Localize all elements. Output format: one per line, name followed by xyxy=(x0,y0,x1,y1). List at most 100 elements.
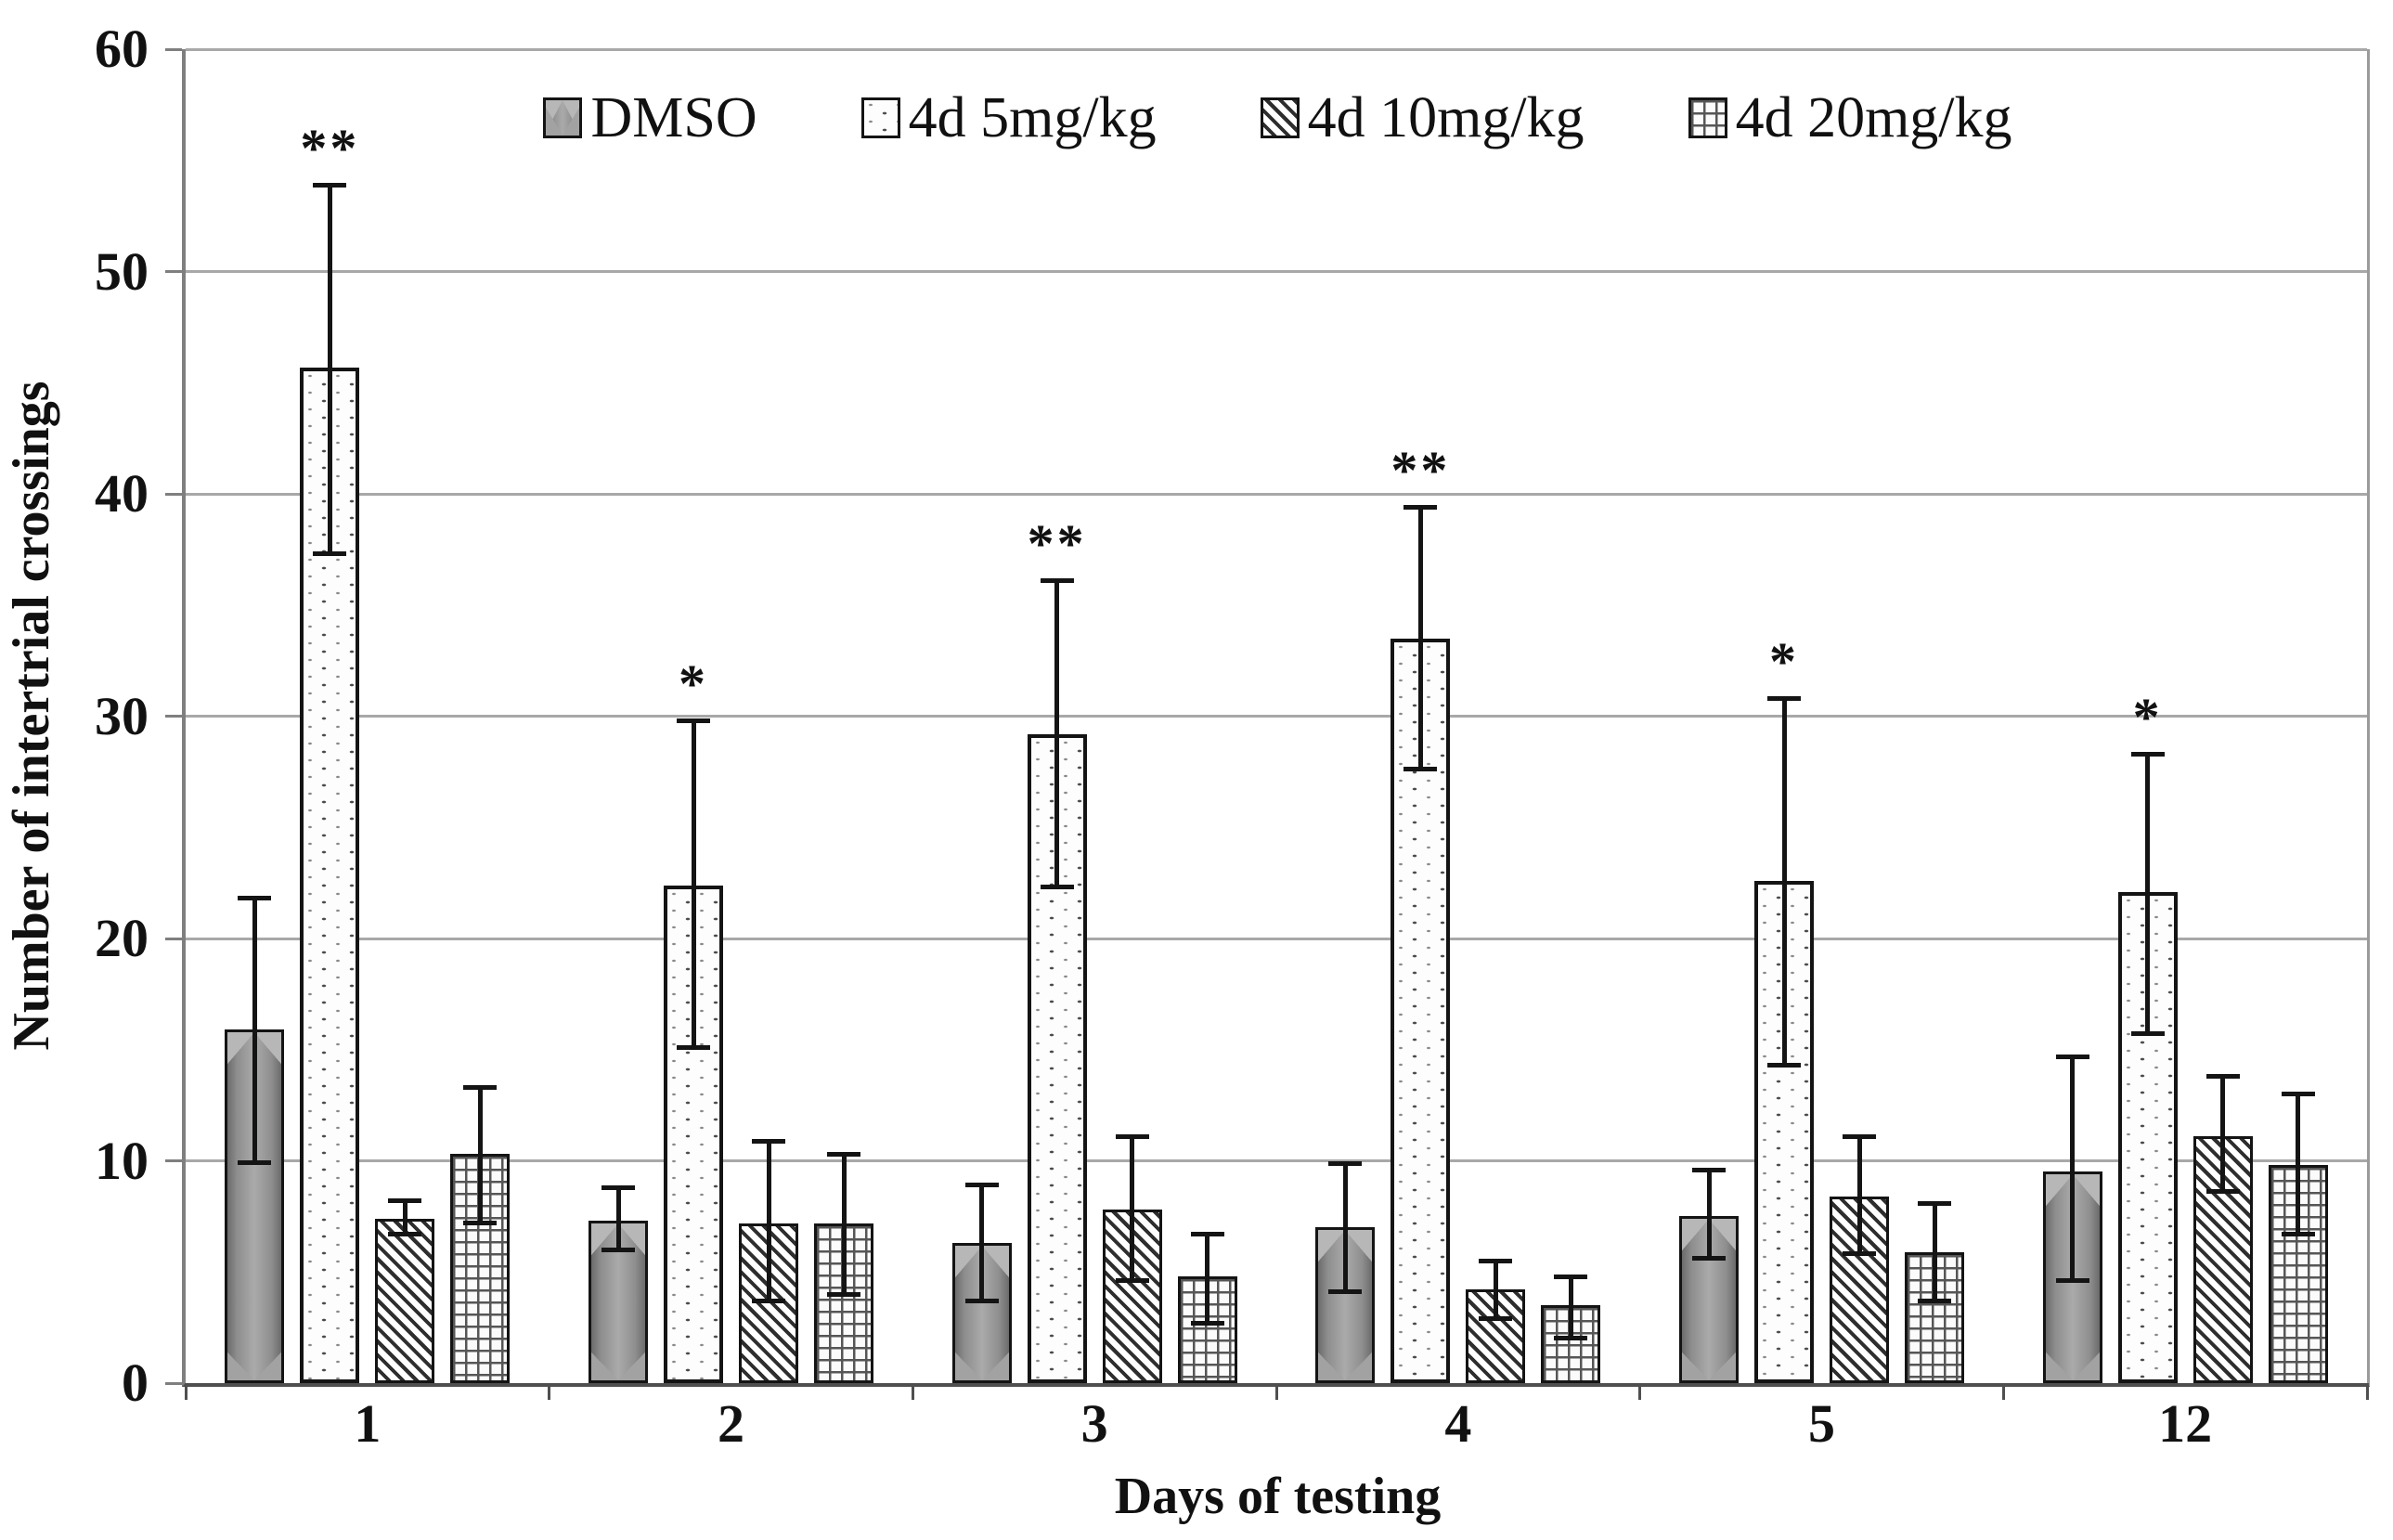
error-bar-DMSO-day4 xyxy=(1328,1160,1363,1295)
x-tick-boundary-2 xyxy=(911,1383,914,1400)
error-bar-stem xyxy=(1493,1258,1498,1321)
gridline-30 xyxy=(186,715,2367,718)
error-bar-cap-top xyxy=(1918,1200,1951,1206)
gridline-10 xyxy=(186,1159,2367,1162)
error-bar-cap-top xyxy=(752,1138,785,1144)
error-bar-DMSO-day1 xyxy=(238,896,272,1166)
error-bar-cap-bottom xyxy=(964,1298,999,1303)
error-bar-stem xyxy=(327,182,332,557)
error-bar-stem xyxy=(766,1138,771,1303)
error-bar-cap-bottom xyxy=(752,1298,785,1303)
bar-4d-10mg-kg-day3 xyxy=(1102,1210,1162,1383)
error-bar-stem xyxy=(1856,1133,1862,1257)
gridline-60 xyxy=(186,47,2367,51)
error-bar-4d-5mg-kg-day12 xyxy=(2130,751,2165,1037)
error-bar-cap-top xyxy=(1554,1274,1588,1279)
y-tick-label-30: 30 xyxy=(95,685,149,746)
error-bar-stem xyxy=(477,1085,483,1225)
x-category-label-12: 12 xyxy=(2158,1393,2213,1454)
error-bar-cap-top xyxy=(2281,1092,2315,1097)
error-bar-stem xyxy=(841,1151,847,1297)
error-bar-cap-top xyxy=(463,1085,498,1091)
error-bar-4d-10mg-kg-day2 xyxy=(752,1138,785,1303)
error-bar-4d-10mg-kg-day1 xyxy=(388,1198,422,1236)
x-axis-title: Days of testing xyxy=(1114,1468,1442,1525)
error-bar-stem xyxy=(1568,1274,1573,1341)
y-tick-50 xyxy=(165,270,182,273)
legend-label: 4d 20mg/kg xyxy=(1735,86,2012,149)
legend-label: 4d 5mg/kg xyxy=(908,86,1157,149)
error-bar-cap-bottom xyxy=(1479,1315,1513,1321)
x-tick-boundary-3 xyxy=(1274,1383,1278,1400)
legend-swatch-dotted-icon xyxy=(860,97,900,138)
legend-swatch-grid-hatch-icon xyxy=(1688,97,1727,138)
error-bar-DMSO-day3 xyxy=(964,1183,999,1303)
error-bar-stem xyxy=(1130,1133,1135,1284)
error-bar-stem xyxy=(691,718,696,1050)
error-bar-cap-top xyxy=(827,1151,860,1157)
error-bar-cap-top xyxy=(964,1183,999,1188)
error-bar-cap-bottom xyxy=(2281,1231,2315,1236)
error-bar-4d-5mg-kg-day4 xyxy=(1403,504,1438,772)
error-bar-cap-bottom xyxy=(463,1220,498,1225)
y-tick-30 xyxy=(165,715,182,718)
error-bar-4d-10mg-kg-day12 xyxy=(2205,1074,2240,1195)
plot-area: ** * ** ** * * xyxy=(182,47,2370,1387)
legend-item-4d-5mg-kg: 4d 5mg/kg xyxy=(860,85,1157,150)
x-category-label-2: 2 xyxy=(718,1393,744,1454)
y-tick-20 xyxy=(165,937,182,940)
error-bar-stem xyxy=(1054,578,1060,890)
y-tick-label-40: 40 xyxy=(95,463,149,524)
error-bar-stem xyxy=(2070,1054,2076,1284)
error-bar-cap-top xyxy=(1767,695,1801,701)
gridline-50 xyxy=(186,270,2367,273)
error-bar-cap-top xyxy=(313,182,347,188)
error-bar-cap-top xyxy=(2130,751,2165,757)
legend-label: 4d 10mg/kg xyxy=(1307,86,1585,149)
error-bar-stem xyxy=(2296,1092,2301,1236)
significance-marker-day3: ** xyxy=(1027,513,1087,574)
error-bar-cap-top xyxy=(1843,1133,1876,1139)
error-bar-cap-top xyxy=(1040,578,1074,583)
error-bar-cap-top xyxy=(1190,1232,1224,1237)
error-bar-cap-bottom xyxy=(1554,1336,1588,1341)
y-tick-label-10: 10 xyxy=(95,1130,149,1191)
bar-4d-5mg-kg-day2 xyxy=(664,885,723,1383)
error-bar-stem xyxy=(1342,1160,1348,1295)
legend: DMSO 4d 5mg/kg 4d 10mg/kg 4d 20mg/kg xyxy=(186,85,2370,150)
error-bar-cap-top xyxy=(238,896,272,901)
x-category-label-1: 1 xyxy=(354,1393,382,1454)
error-bar-stem xyxy=(979,1183,985,1303)
error-bar-cap-bottom xyxy=(1328,1289,1363,1295)
error-bar-4d-10mg-kg-day3 xyxy=(1115,1133,1149,1284)
legend-swatch-diagonal-hatch-icon xyxy=(1260,97,1300,138)
significance-marker-day4: ** xyxy=(1391,439,1451,500)
y-tick-60 xyxy=(165,47,182,51)
error-bar-DMSO-day2 xyxy=(601,1184,635,1252)
error-bar-stem xyxy=(2220,1074,2226,1195)
y-tick-label-50: 50 xyxy=(95,240,149,302)
error-bar-stem xyxy=(402,1198,407,1236)
x-tick-boundary-1 xyxy=(548,1383,551,1400)
error-bar-4d-20mg-kg-day1 xyxy=(463,1085,498,1225)
error-bar-cap-bottom xyxy=(1115,1278,1149,1284)
error-bar-4d-10mg-kg-day5 xyxy=(1843,1133,1876,1257)
error-bar-4d-5mg-kg-day3 xyxy=(1040,578,1074,890)
significance-marker-day2: * xyxy=(679,653,708,714)
error-bar-cap-bottom xyxy=(1040,885,1074,890)
error-bar-cap-bottom xyxy=(2205,1189,2240,1195)
error-bar-cap-bottom xyxy=(1918,1298,1951,1303)
significance-marker-day1: ** xyxy=(300,117,360,178)
error-bar-cap-bottom xyxy=(2130,1031,2165,1037)
error-bar-DMSO-day12 xyxy=(2055,1054,2089,1284)
error-bar-stem xyxy=(1205,1232,1210,1326)
error-bar-cap-bottom xyxy=(601,1247,635,1252)
gridline-40 xyxy=(186,492,2367,496)
error-bar-4d-20mg-kg-day12 xyxy=(2281,1092,2315,1236)
significance-marker-day12: * xyxy=(2132,686,2163,747)
error-bar-cap-bottom xyxy=(1843,1251,1876,1257)
bar-4d-10mg-kg-day5 xyxy=(1830,1196,1889,1383)
significance-marker-day5: * xyxy=(1769,630,1799,692)
error-bar-cap-top xyxy=(388,1198,422,1204)
